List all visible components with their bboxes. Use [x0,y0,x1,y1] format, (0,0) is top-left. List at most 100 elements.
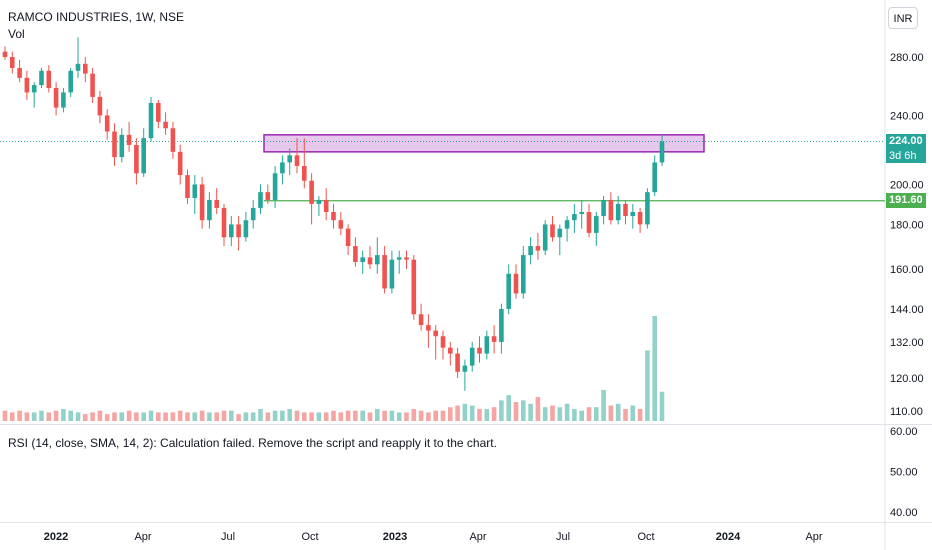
volume-bar [557,407,563,421]
rsi-axis: 60.00 50.00 40.00 [890,426,918,519]
candle-body [594,216,599,233]
candle-body [542,224,548,251]
last-price-tag: 224.00 [886,133,926,149]
volume-bar [272,410,278,421]
candle-body [579,211,584,215]
volume-bar [331,410,336,421]
candle-body [280,162,285,174]
volume-bar [61,408,66,421]
volume-bar [134,412,139,421]
volume-bar [491,407,497,421]
time-tick-label: Oct [301,531,318,543]
volume-bar [645,350,650,421]
rsi-error-message[interactable]: RSI (14, close, SMA, 14, 2): Calculation… [8,436,497,450]
candle-body [148,102,154,139]
candle-series [2,37,665,391]
volume-bar [250,412,256,421]
candle-body [564,220,570,229]
price-tick-label: 200.00 [890,179,924,191]
level-price-tag: 191.60 [886,193,926,209]
volume-bar [156,412,161,421]
volume-bar [594,407,599,421]
volume-bar [637,408,643,421]
volume-bar [294,410,300,421]
volume-bar [287,408,292,421]
candle-body [455,353,460,372]
candle-body [31,85,37,93]
candle-body [477,347,482,354]
volume-bar [345,410,351,421]
resistance-zone[interactable] [263,134,705,153]
candle-body [557,228,563,238]
candle-body [418,314,424,326]
time-tick-label: 2024 [716,531,741,543]
volume-bar [104,414,110,421]
volume-bar [192,412,198,421]
price-tick-label: 160.00 [890,264,924,276]
symbol-title[interactable]: RAMCO INDUSTRIES, 1W, NSE [8,10,185,24]
candle-body [521,255,526,294]
candle-body [637,211,643,225]
reference-lines [0,141,885,202]
volume-bar [17,410,22,421]
candle-body [382,255,387,289]
volume-bar [2,410,8,421]
volume-bar [455,405,460,421]
volume-bar [258,408,263,421]
volume-bar [126,410,132,421]
volume-bar [652,316,657,421]
candle-body [134,144,139,174]
volume-bar [323,412,329,421]
candle-body [448,347,453,354]
volume-bar [236,414,241,421]
candle-body [586,211,592,233]
volume-bar [119,412,125,421]
candle-body [513,273,519,294]
candle-body [535,246,541,251]
volume-bar [353,410,358,421]
volume-bar [177,410,183,421]
candle-body [331,211,336,221]
price-axis: 280.00 240.00 200.00 180.00 160.00 144.00 132.… [890,52,924,418]
zone-rectangle [263,134,705,153]
volume-bar [484,408,490,421]
candle-body [338,220,344,229]
volume-bar [564,403,570,421]
candle-body [396,257,402,260]
candle-body [141,138,146,174]
candle-body [236,224,241,238]
candle-body [97,96,103,116]
volume-bar [396,412,402,421]
candle-body [104,115,110,132]
price-tick-label: 132.00 [890,337,924,349]
volume-bar [229,410,234,421]
candle-body [229,224,234,238]
volume-bar [375,408,380,421]
volume-bar [199,410,205,421]
volume-indicator-label[interactable]: Vol [8,27,25,41]
price-tick-label: 110.00 [890,406,923,418]
candle-body [53,88,59,108]
rsi-tick-label: 50.00 [890,467,918,479]
price-tick-label: 180.00 [890,219,924,231]
candle-body [119,134,125,158]
candle-body [272,173,278,200]
time-tick-label: Apr [805,531,822,543]
candle-body [389,259,395,289]
volume-bar [148,410,154,421]
candle-body [207,199,212,221]
candle-body [601,199,606,217]
volume-bar [542,407,548,421]
candle-body [411,259,417,315]
candle-body [323,199,329,212]
candle-body [265,192,271,200]
currency-button[interactable]: INR [888,7,918,29]
candle-body [2,51,8,57]
volume-bar [623,408,628,421]
candle-body [615,203,621,221]
volume-bar [411,408,417,421]
volume-bar [404,412,409,421]
candle-body [572,214,577,221]
volume-bar [521,400,526,421]
